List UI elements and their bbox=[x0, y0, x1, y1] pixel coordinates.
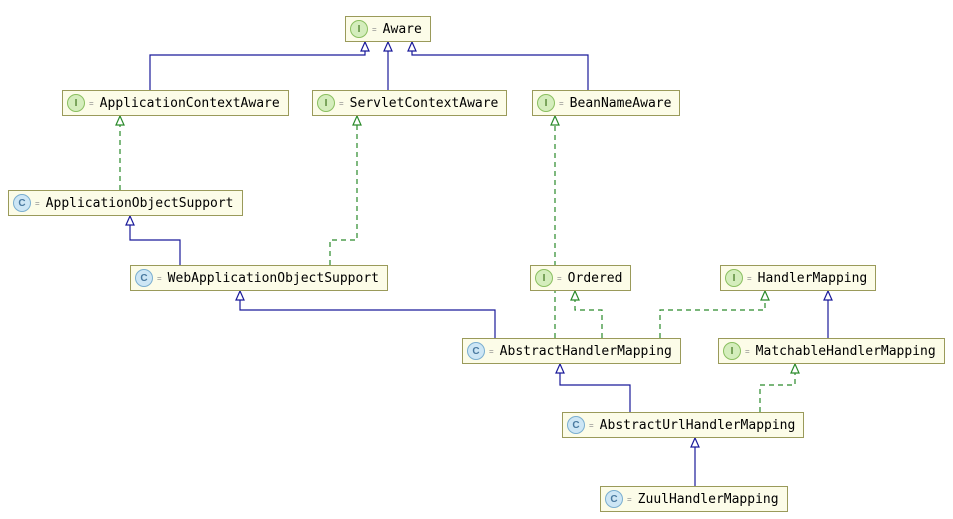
class-icon: C bbox=[467, 342, 485, 360]
edge-absHndMp-hndMap bbox=[660, 291, 765, 338]
node-label: MatchableHandlerMapping bbox=[756, 344, 936, 359]
edge-beanNmAw-aware bbox=[412, 42, 588, 90]
class-icon: C bbox=[135, 269, 153, 287]
node-label: ApplicationObjectSupport bbox=[46, 196, 234, 211]
node-subscript: = bbox=[627, 495, 632, 504]
edge-webAppSp-srvCtxAw bbox=[330, 116, 357, 265]
node-hndMap: I = HandlerMapping bbox=[720, 265, 876, 291]
class-icon: C bbox=[605, 490, 623, 508]
node-subscript: = bbox=[557, 274, 562, 283]
node-subscript: = bbox=[35, 199, 40, 208]
edge-appCtxAw-aware bbox=[150, 42, 365, 90]
node-mtchHnd: I = MatchableHandlerMapping bbox=[718, 338, 945, 364]
interface-icon: I bbox=[535, 269, 553, 287]
node-subscript: = bbox=[747, 274, 752, 283]
node-subscript: = bbox=[589, 421, 594, 430]
node-subscript: = bbox=[745, 347, 750, 356]
node-subscript: = bbox=[89, 99, 94, 108]
edge-absHndMp-webAppSp bbox=[240, 291, 495, 338]
node-label: HandlerMapping bbox=[758, 271, 868, 286]
node-beanNmAw: I = BeanNameAware bbox=[532, 90, 680, 116]
node-label: Aware bbox=[383, 22, 422, 37]
node-aware: I = Aware bbox=[345, 16, 431, 42]
edge-absUrlHd-absHndMp bbox=[560, 364, 630, 412]
node-subscript: = bbox=[489, 347, 494, 356]
node-label: ServletContextAware bbox=[350, 96, 499, 111]
node-label: ZuulHandlerMapping bbox=[638, 492, 779, 507]
edge-layer bbox=[0, 0, 953, 519]
interface-icon: I bbox=[723, 342, 741, 360]
node-subscript: = bbox=[372, 25, 377, 34]
node-label: BeanNameAware bbox=[570, 96, 672, 111]
node-appCtxAw: I = ApplicationContextAware bbox=[62, 90, 289, 116]
interface-icon: I bbox=[350, 20, 368, 38]
class-icon: C bbox=[13, 194, 31, 212]
node-webAppSp: C = WebApplicationObjectSupport bbox=[130, 265, 388, 291]
node-absHndMp: C = AbstractHandlerMapping bbox=[462, 338, 681, 364]
node-appObjSp: C = ApplicationObjectSupport bbox=[8, 190, 243, 216]
node-ordered: I = Ordered bbox=[530, 265, 631, 291]
node-label: WebApplicationObjectSupport bbox=[168, 271, 379, 286]
node-subscript: = bbox=[157, 274, 162, 283]
node-label: AbstractHandlerMapping bbox=[500, 344, 672, 359]
node-zuulHnd: C = ZuulHandlerMapping bbox=[600, 486, 788, 512]
edge-webAppSp-appObjSp bbox=[130, 216, 180, 265]
interface-icon: I bbox=[317, 94, 335, 112]
node-subscript: = bbox=[339, 99, 344, 108]
node-subscript: = bbox=[559, 99, 564, 108]
interface-icon: I bbox=[67, 94, 85, 112]
interface-icon: I bbox=[537, 94, 555, 112]
node-srvCtxAw: I = ServletContextAware bbox=[312, 90, 507, 116]
interface-icon: I bbox=[725, 269, 743, 287]
edge-absHndMp-ordered bbox=[575, 291, 602, 338]
class-icon: C bbox=[567, 416, 585, 434]
node-label: Ordered bbox=[568, 271, 623, 286]
node-label: ApplicationContextAware bbox=[100, 96, 280, 111]
node-absUrlHd: C = AbstractUrlHandlerMapping bbox=[562, 412, 804, 438]
node-label: AbstractUrlHandlerMapping bbox=[600, 418, 796, 433]
edge-absUrlHd-mtchHnd bbox=[760, 364, 795, 412]
